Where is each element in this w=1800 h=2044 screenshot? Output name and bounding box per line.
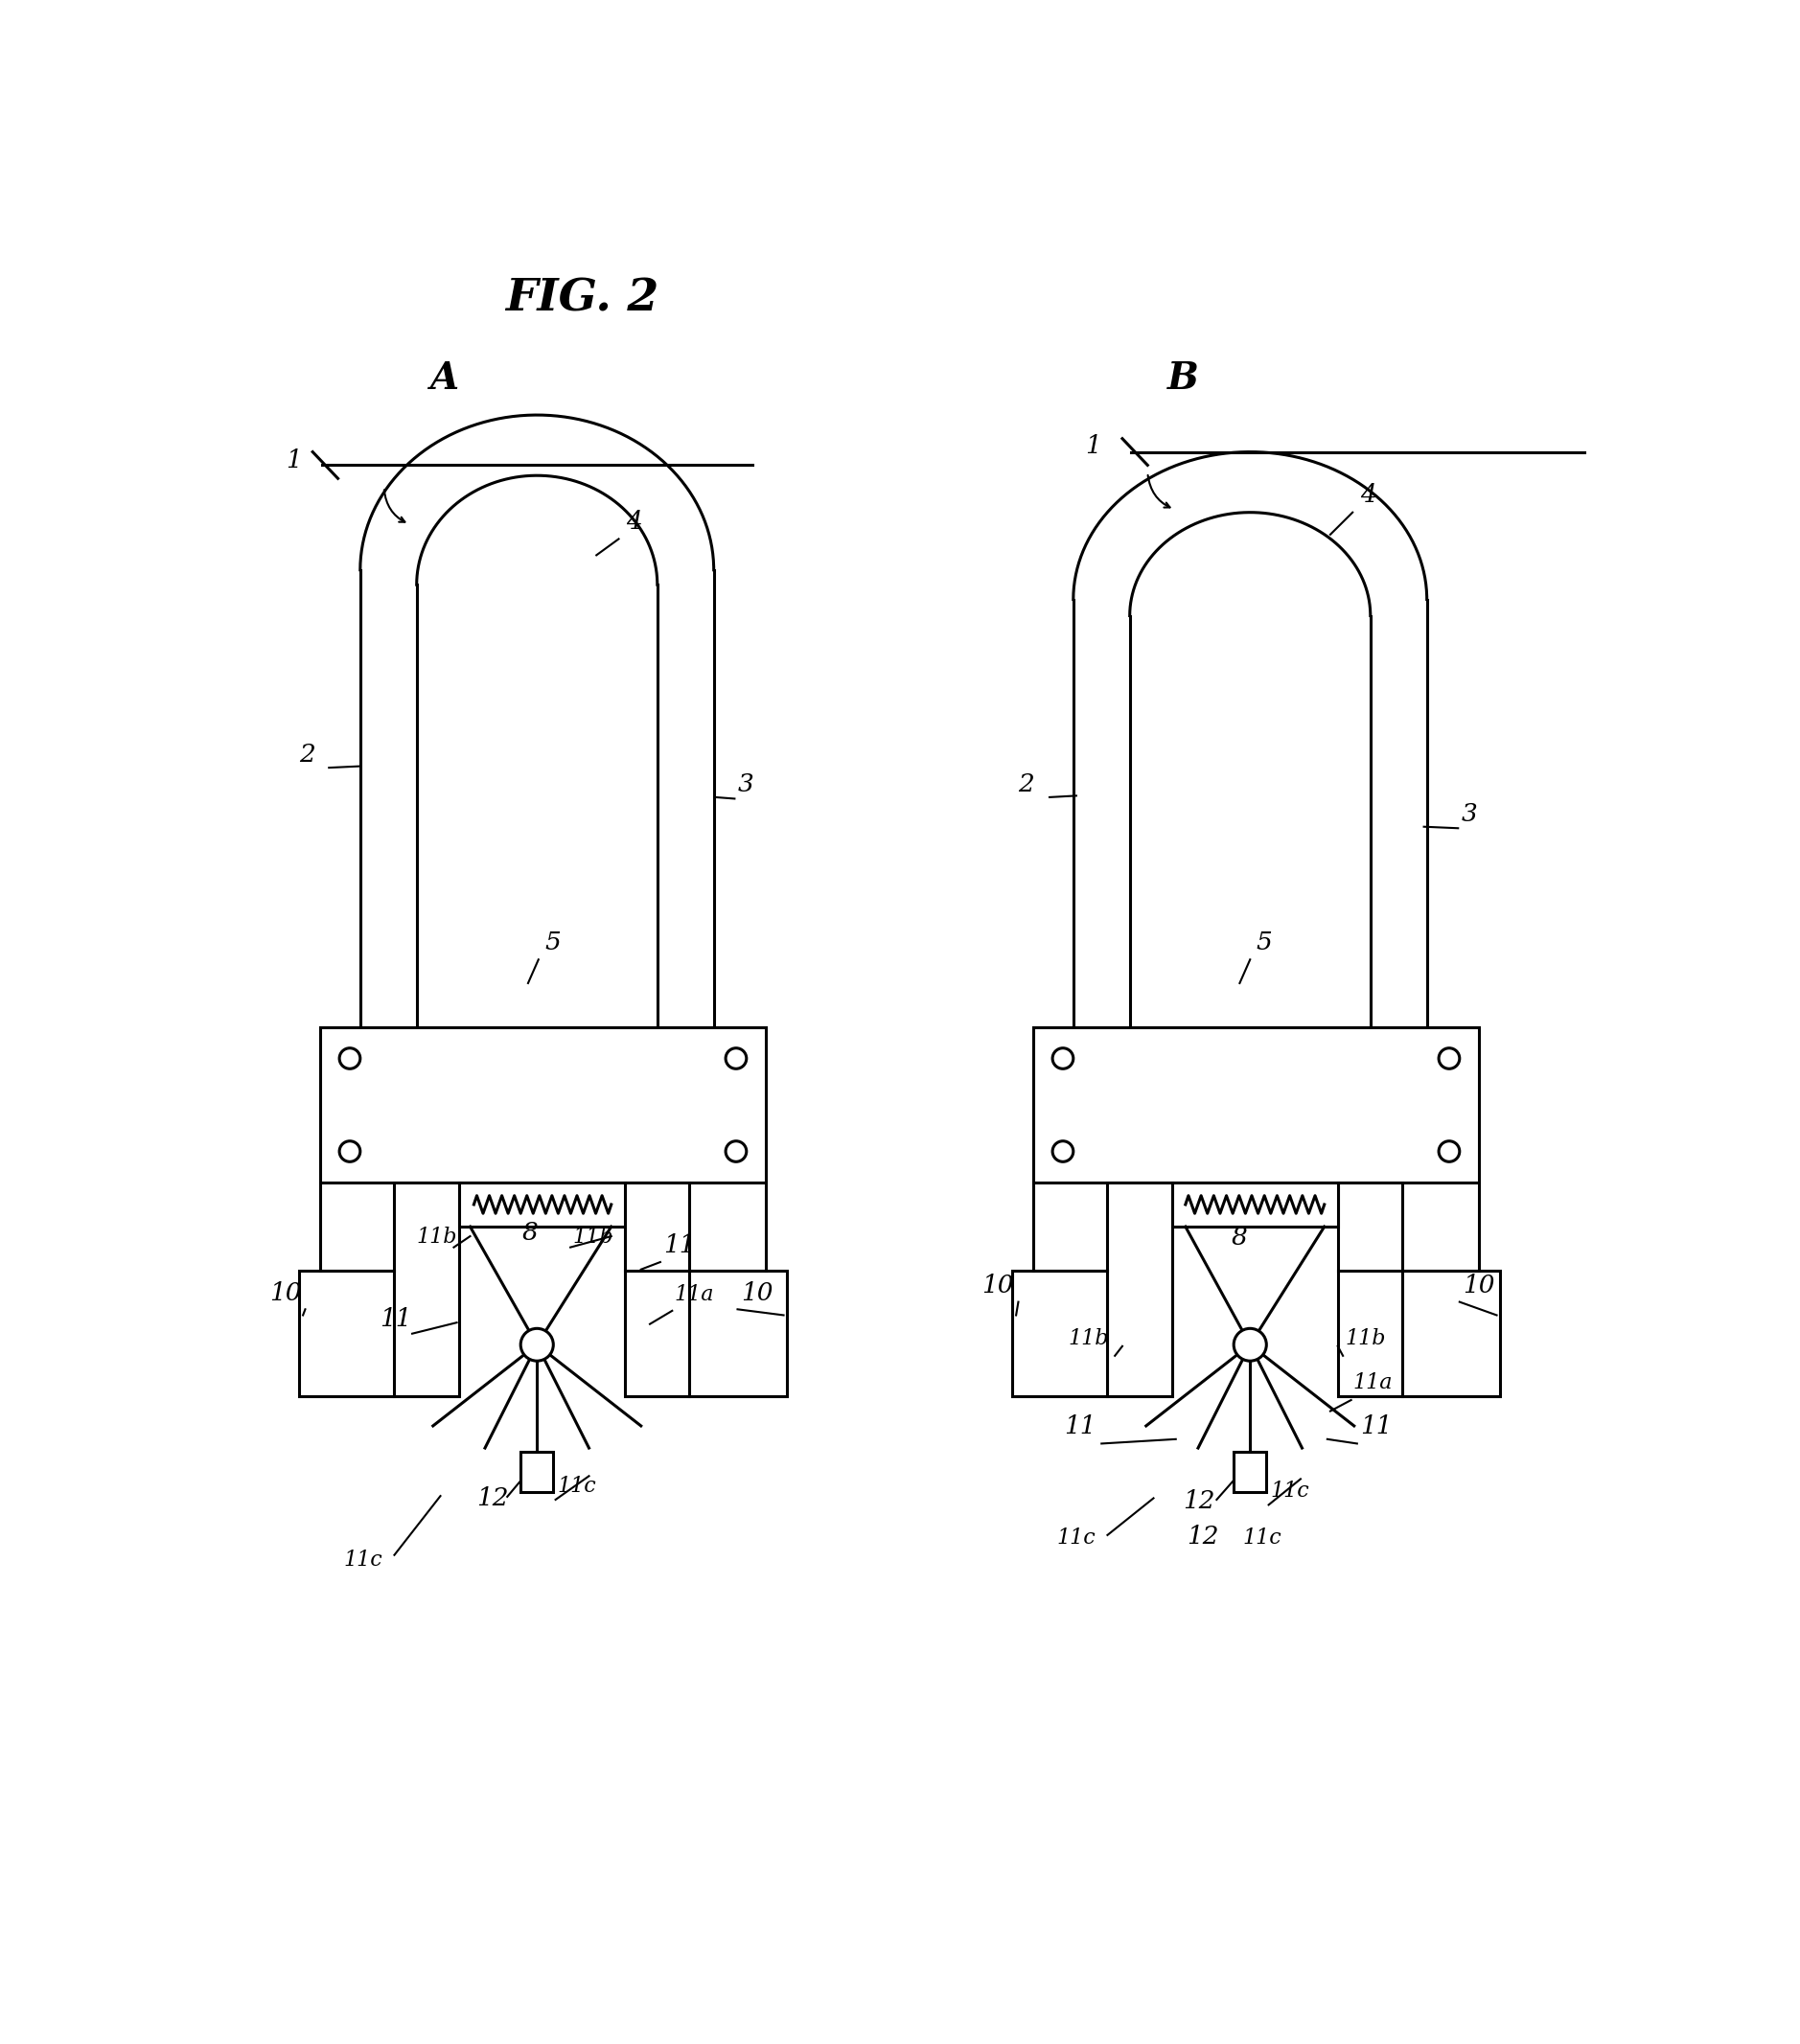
Text: 5: 5 bbox=[1256, 930, 1273, 955]
Bar bbox=[1172, 1181, 1337, 1226]
Text: 11b: 11b bbox=[416, 1226, 457, 1247]
Circle shape bbox=[340, 1049, 360, 1069]
Text: 2: 2 bbox=[299, 742, 315, 766]
Text: 2: 2 bbox=[1019, 773, 1035, 795]
Text: 11a: 11a bbox=[675, 1284, 715, 1306]
Text: 5: 5 bbox=[544, 930, 560, 955]
Circle shape bbox=[1438, 1141, 1460, 1161]
Bar bbox=[689, 1271, 787, 1396]
Bar bbox=[320, 1028, 765, 1181]
Text: 1: 1 bbox=[286, 450, 302, 472]
Text: 3: 3 bbox=[738, 773, 754, 795]
Bar bbox=[459, 1181, 625, 1226]
Text: 12: 12 bbox=[1186, 1525, 1219, 1549]
Circle shape bbox=[520, 1329, 553, 1361]
Text: 8: 8 bbox=[1231, 1226, 1247, 1249]
Text: 11b: 11b bbox=[1067, 1329, 1109, 1349]
Bar bbox=[520, 1451, 553, 1492]
Bar bbox=[1012, 1271, 1107, 1396]
Text: 8: 8 bbox=[522, 1220, 538, 1245]
Circle shape bbox=[725, 1049, 747, 1069]
Text: 11b: 11b bbox=[572, 1226, 614, 1247]
Bar bbox=[1107, 1181, 1172, 1396]
Text: 11b: 11b bbox=[1345, 1329, 1386, 1349]
Text: 12: 12 bbox=[1183, 1490, 1215, 1513]
Text: 10: 10 bbox=[1463, 1273, 1494, 1298]
Text: A: A bbox=[430, 360, 459, 397]
Bar bbox=[625, 1181, 689, 1396]
Bar bbox=[1233, 1451, 1267, 1492]
Text: 10: 10 bbox=[742, 1282, 774, 1306]
Text: 11: 11 bbox=[1064, 1414, 1096, 1439]
Text: 12: 12 bbox=[475, 1486, 508, 1511]
Text: 4: 4 bbox=[626, 511, 643, 533]
Circle shape bbox=[1233, 1329, 1267, 1361]
Circle shape bbox=[1053, 1049, 1073, 1069]
Text: B: B bbox=[1168, 360, 1199, 397]
Text: 3: 3 bbox=[1462, 801, 1478, 826]
Bar bbox=[299, 1271, 394, 1396]
Text: 11a: 11a bbox=[1352, 1374, 1393, 1394]
Circle shape bbox=[1438, 1049, 1460, 1069]
Bar bbox=[1337, 1181, 1402, 1396]
Text: 11c: 11c bbox=[1057, 1527, 1096, 1549]
Text: FIG. 2: FIG. 2 bbox=[504, 276, 659, 321]
Text: 11: 11 bbox=[1361, 1414, 1391, 1439]
Text: 10: 10 bbox=[270, 1282, 302, 1306]
Text: 11c: 11c bbox=[1242, 1527, 1282, 1549]
Bar bbox=[1033, 1028, 1480, 1181]
Text: 11c: 11c bbox=[558, 1476, 598, 1496]
Text: 10: 10 bbox=[981, 1273, 1013, 1298]
Circle shape bbox=[725, 1141, 747, 1161]
Text: 1: 1 bbox=[1085, 433, 1102, 458]
Text: 11: 11 bbox=[662, 1233, 695, 1257]
Text: 11c: 11c bbox=[344, 1549, 383, 1572]
Bar bbox=[1402, 1271, 1501, 1396]
Text: 4: 4 bbox=[1361, 482, 1375, 507]
Circle shape bbox=[1053, 1141, 1073, 1161]
Text: 11c: 11c bbox=[1271, 1480, 1310, 1502]
Text: 11: 11 bbox=[380, 1306, 412, 1331]
Bar bbox=[394, 1181, 459, 1396]
Circle shape bbox=[340, 1141, 360, 1161]
